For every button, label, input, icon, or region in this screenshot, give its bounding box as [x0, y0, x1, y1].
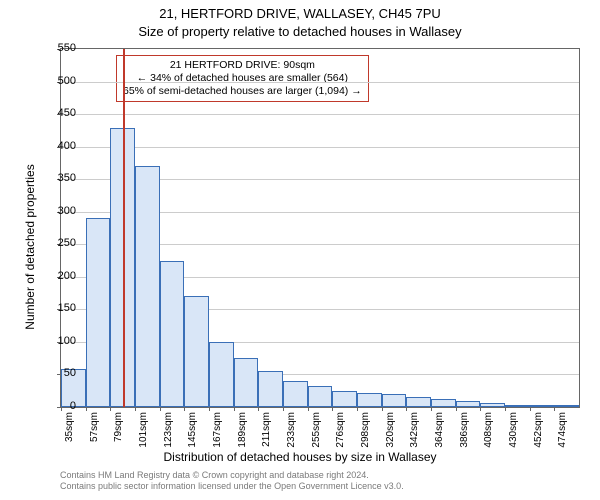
histogram-bar [258, 371, 283, 407]
ytick-label: 200 [36, 271, 76, 282]
ytick-label: 450 [36, 108, 76, 119]
histogram-bar [332, 391, 357, 407]
histogram-bar [135, 166, 160, 407]
histogram-bar [554, 405, 579, 407]
histogram-bar [357, 393, 382, 407]
ytick-label: 500 [36, 76, 76, 87]
histogram-bar [308, 386, 333, 407]
ytick-label: 250 [36, 238, 76, 249]
xtick-mark [160, 407, 161, 411]
xtick-label: 35sqm [64, 412, 75, 460]
xtick-label: 386sqm [459, 412, 470, 460]
plot-area: 21 HERTFORD DRIVE: 90sqm ← 34% of detach… [60, 48, 580, 408]
gridline [61, 147, 579, 148]
ytick-label: 300 [36, 206, 76, 217]
xtick-label: 79sqm [113, 412, 124, 460]
xtick-mark [382, 407, 383, 411]
ytick-label: 400 [36, 141, 76, 152]
property-marker-line [123, 49, 125, 407]
attribution: Contains HM Land Registry data © Crown c… [60, 470, 404, 492]
xtick-mark [357, 407, 358, 411]
xtick-mark [406, 407, 407, 411]
xtick-label: 233sqm [286, 412, 297, 460]
gridline [61, 82, 579, 83]
xtick-mark [283, 407, 284, 411]
xtick-label: 430sqm [508, 412, 519, 460]
xtick-mark [209, 407, 210, 411]
xtick-label: 342sqm [409, 412, 420, 460]
xtick-mark [86, 407, 87, 411]
ytick-label: 150 [36, 303, 76, 314]
xtick-label: 211sqm [261, 412, 272, 460]
xtick-label: 255sqm [311, 412, 322, 460]
annotation-line: ← 34% of detached houses are smaller (56… [123, 72, 362, 85]
xtick-mark [332, 407, 333, 411]
xtick-mark [258, 407, 259, 411]
histogram-bar [505, 405, 530, 407]
xtick-label: 189sqm [237, 412, 248, 460]
attribution-line: Contains HM Land Registry data © Crown c… [60, 470, 404, 481]
xtick-mark [505, 407, 506, 411]
histogram-bar [234, 358, 259, 407]
xtick-mark [480, 407, 481, 411]
attribution-line: Contains public sector information licen… [60, 481, 404, 492]
xtick-mark [554, 407, 555, 411]
xtick-mark [110, 407, 111, 411]
xtick-mark [456, 407, 457, 411]
xtick-mark [234, 407, 235, 411]
ytick-label: 350 [36, 173, 76, 184]
histogram-bar [209, 342, 234, 407]
xtick-mark [135, 407, 136, 411]
histogram-bar [480, 403, 505, 407]
y-axis-label: Number of detached properties [23, 147, 37, 347]
histogram-bar [86, 218, 111, 407]
histogram-bar [283, 381, 308, 407]
ytick-label: 550 [36, 43, 76, 54]
chart-container: 21, HERTFORD DRIVE, WALLASEY, CH45 7PU S… [0, 0, 600, 500]
title-main: 21, HERTFORD DRIVE, WALLASEY, CH45 7PU [0, 6, 600, 21]
xtick-mark [431, 407, 432, 411]
histogram-bar [382, 394, 407, 407]
xtick-mark [530, 407, 531, 411]
xtick-label: 408sqm [483, 412, 494, 460]
histogram-bar [530, 405, 555, 407]
xtick-label: 452sqm [533, 412, 544, 460]
xtick-label: 364sqm [434, 412, 445, 460]
histogram-bar [431, 399, 456, 407]
histogram-bar [406, 397, 431, 407]
histogram-bar [456, 401, 481, 408]
xtick-mark [184, 407, 185, 411]
ytick-label: 0 [36, 401, 76, 412]
annotation-line: 21 HERTFORD DRIVE: 90sqm [123, 59, 362, 72]
annotation-line: 65% of semi-detached houses are larger (… [123, 85, 362, 98]
xtick-mark [308, 407, 309, 411]
xtick-label: 57sqm [89, 412, 100, 460]
xtick-label: 167sqm [212, 412, 223, 460]
xtick-label: 298sqm [360, 412, 371, 460]
histogram-bar [160, 261, 185, 407]
xtick-label: 145sqm [187, 412, 198, 460]
title-sub: Size of property relative to detached ho… [0, 24, 600, 39]
xtick-label: 276sqm [335, 412, 346, 460]
xtick-label: 320sqm [385, 412, 396, 460]
ytick-label: 100 [36, 336, 76, 347]
gridline [61, 114, 579, 115]
xtick-label: 474sqm [557, 412, 568, 460]
ytick-label: 50 [36, 368, 76, 379]
histogram-bar [184, 296, 209, 407]
xtick-label: 123sqm [163, 412, 174, 460]
xtick-label: 101sqm [138, 412, 149, 460]
annotation-box: 21 HERTFORD DRIVE: 90sqm ← 34% of detach… [116, 55, 369, 102]
